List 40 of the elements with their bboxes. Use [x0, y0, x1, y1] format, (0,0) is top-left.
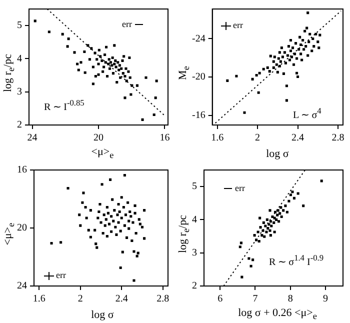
y-tick-label: 5: [17, 20, 22, 32]
y-tick-label: 3: [192, 247, 197, 258]
annotation: err: [233, 20, 243, 30]
x-axis-title: log σ: [90, 309, 115, 321]
x-tick-label: 8: [288, 294, 293, 305]
x-axis-title: log σ + 0.26 <μ>$_{e}$: [237, 306, 318, 321]
annotation: R ∼ σ$^{1.4}$ I$^{-0.9}$: [269, 254, 324, 268]
x-tick-label: 1.6: [211, 132, 224, 144]
y-tick-label: -24: [192, 33, 206, 44]
y-tick-label: 2: [192, 280, 197, 292]
y-tick-label: 24: [17, 280, 27, 292]
annotation: L ∼ σ$^{4}$: [293, 107, 322, 122]
y-tick-label: 16: [17, 164, 27, 176]
x-tick-label: 2: [255, 132, 260, 144]
y-tick-label: 4: [192, 214, 197, 226]
x-tick-label: 2: [78, 294, 83, 305]
x-tick-label: 2.8: [156, 294, 170, 305]
y-tick-label: 4: [17, 53, 22, 64]
y-tick-label: 5: [192, 181, 197, 192]
y-tick-label: -20: [192, 72, 206, 83]
x-tick-label: 6: [218, 294, 223, 305]
x-tick-label: 7: [252, 294, 258, 305]
x-tick-label: 2.4: [292, 132, 304, 144]
x-tick-label: 9: [322, 294, 328, 305]
x-tick-label: 24: [27, 132, 38, 144]
x-tick-label: 1.6: [32, 294, 46, 305]
annotation: err: [235, 183, 245, 193]
x-tick-label: 2.4: [115, 294, 128, 305]
x-axis-title: <μ>$_{e}$: [90, 146, 115, 160]
y-tick-label: 2: [17, 120, 22, 131]
x-tick-label: 20: [94, 132, 104, 144]
annotation: R ∼ I$^{-0.85}$: [44, 99, 84, 114]
y-tick-label: 3: [17, 86, 22, 98]
y-tick-label: -16: [192, 110, 206, 122]
y-tick-label: 20: [17, 222, 27, 234]
x-axis-title: log σ: [265, 148, 290, 160]
annotation: err: [122, 19, 132, 29]
x-tick-label: 2.8: [332, 132, 344, 144]
annotation: err: [56, 270, 66, 280]
x-tick-label: 16: [160, 132, 170, 144]
